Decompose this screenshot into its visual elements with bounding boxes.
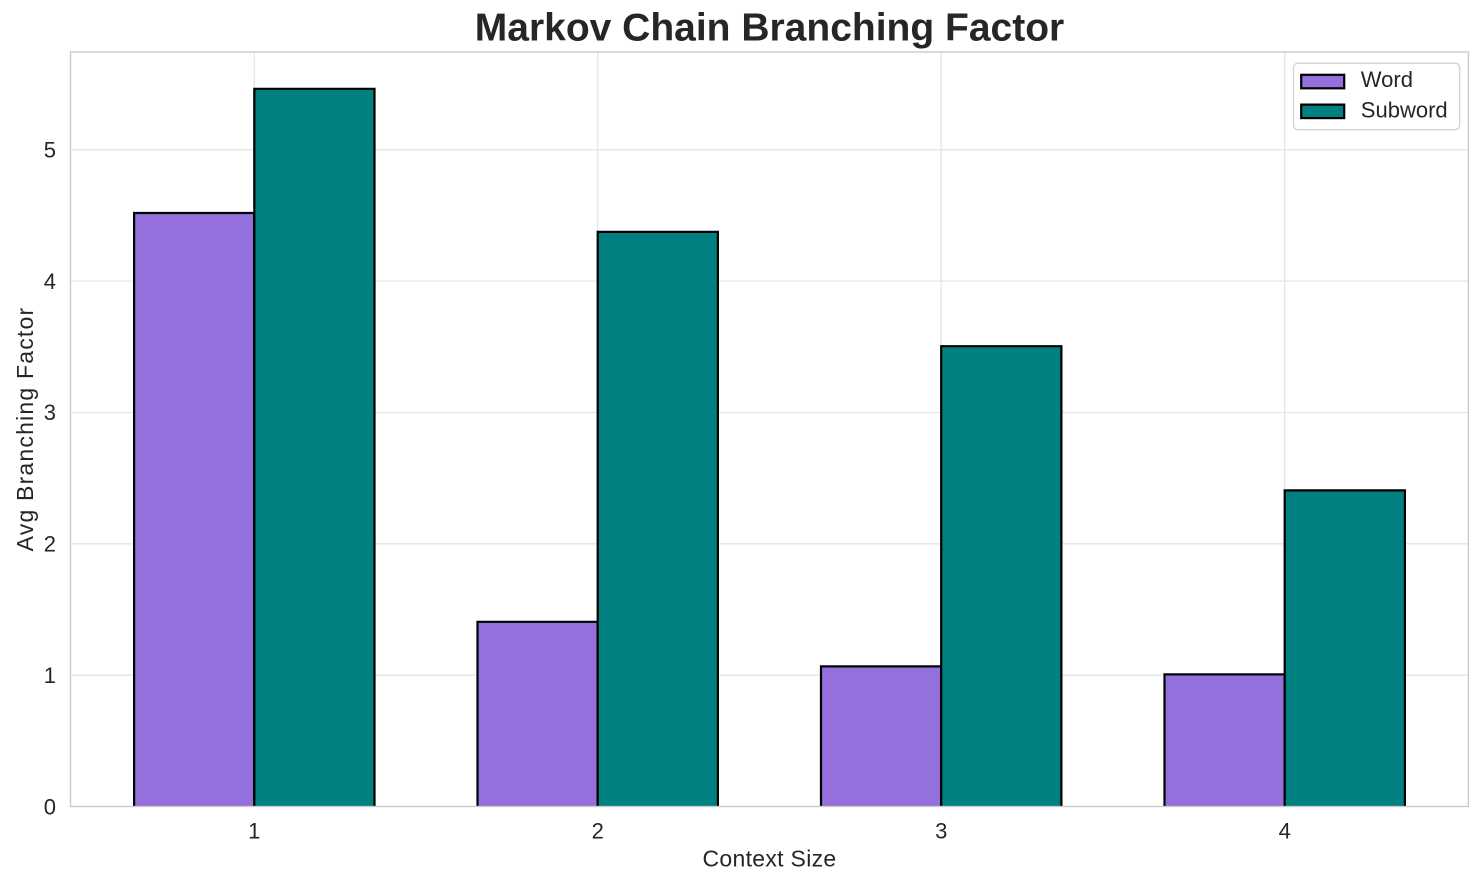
svg-text:2: 2 <box>592 818 604 843</box>
svg-text:Context Size: Context Size <box>703 846 837 872</box>
svg-text:1: 1 <box>248 818 260 843</box>
svg-text:3: 3 <box>44 400 56 425</box>
svg-text:5: 5 <box>44 138 56 163</box>
svg-text:1: 1 <box>44 663 56 688</box>
svg-text:Avg Branching Factor: Avg Branching Factor <box>12 307 38 552</box>
svg-text:2: 2 <box>44 532 56 557</box>
svg-text:Subword: Subword <box>1361 97 1448 122</box>
svg-text:0: 0 <box>44 794 56 819</box>
svg-text:Word: Word <box>1361 67 1413 92</box>
svg-text:Markov Chain Branching Factor: Markov Chain Branching Factor <box>475 6 1064 49</box>
svg-text:4: 4 <box>1279 818 1291 843</box>
svg-text:4: 4 <box>44 269 56 294</box>
svg-text:3: 3 <box>935 818 947 843</box>
